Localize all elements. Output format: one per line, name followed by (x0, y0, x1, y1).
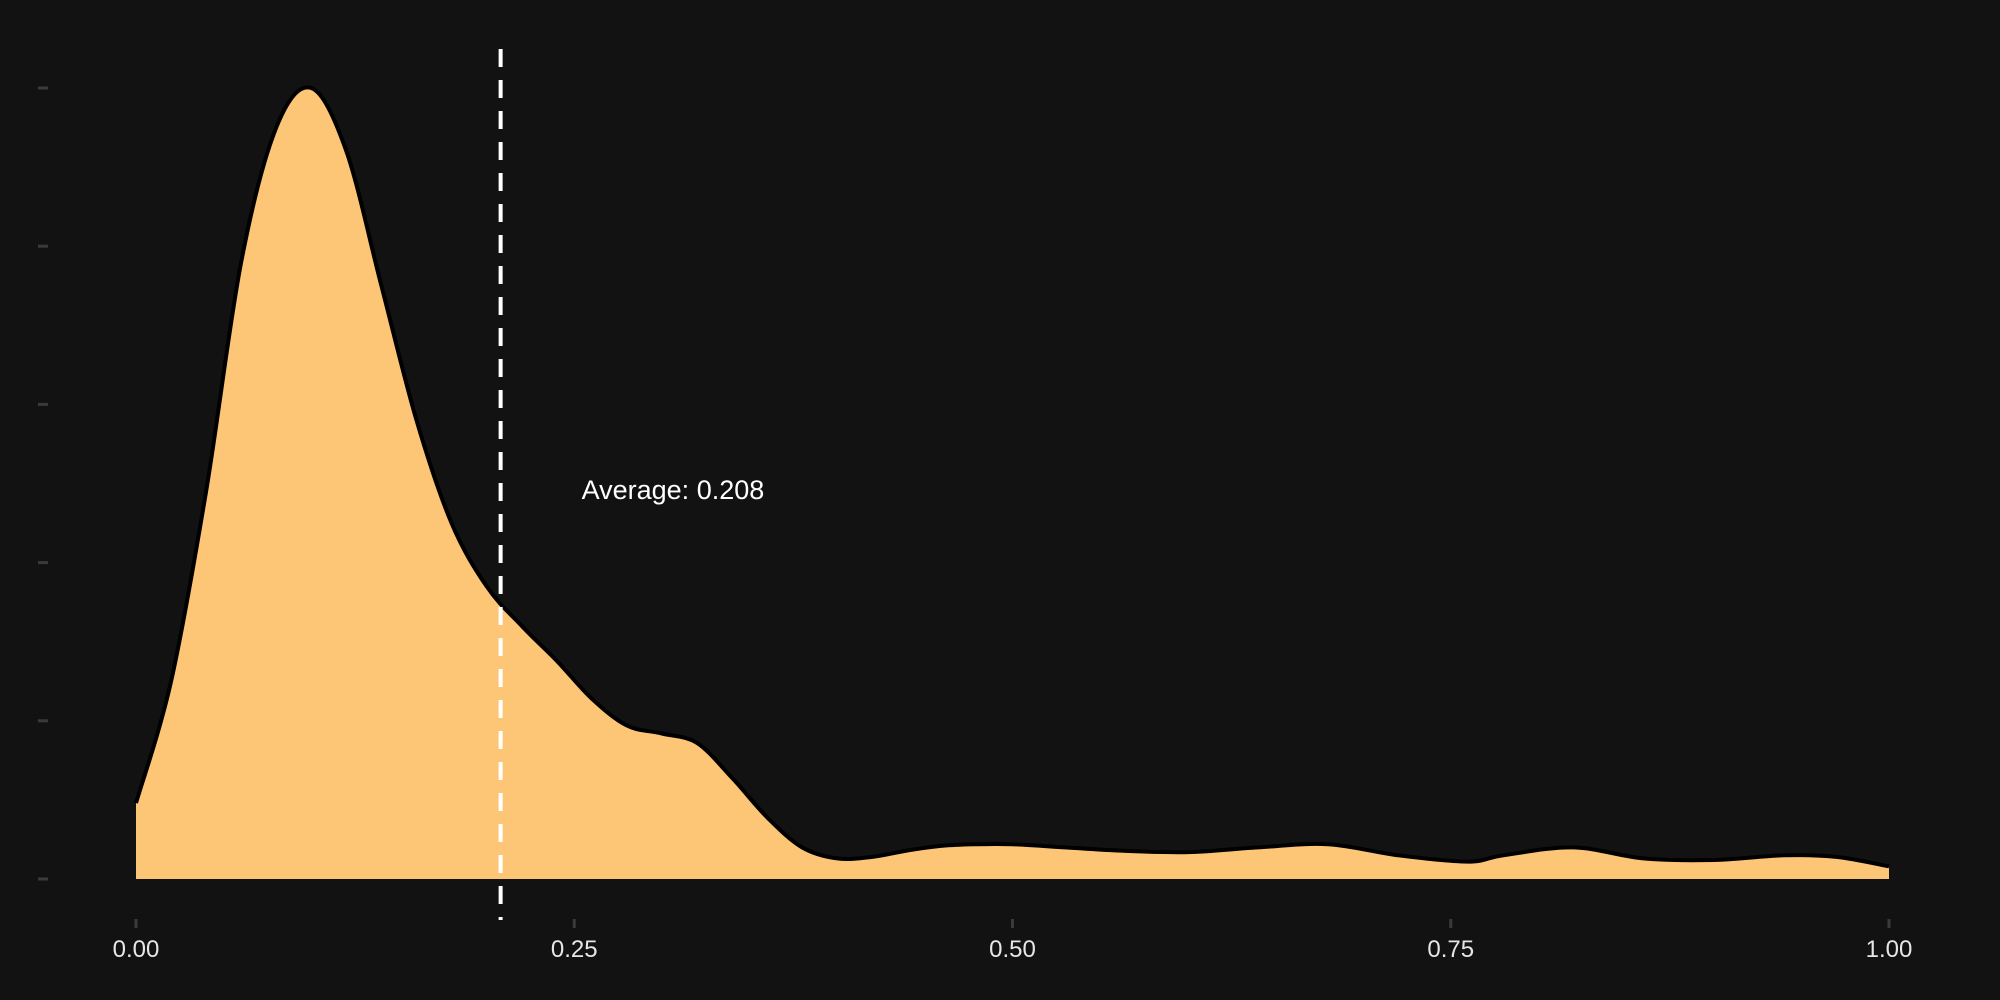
x-axis-ticks: 0.00 0.25 0.50 0.75 1.00 (113, 919, 1913, 963)
x-tick-label: 0.00 (113, 936, 160, 963)
x-tick-label: 0.25 (551, 936, 598, 963)
y-axis-ticks (38, 86, 48, 881)
x-tick-label: 1.00 (1866, 936, 1913, 963)
x-tick-label: 0.50 (989, 936, 1036, 963)
x-tick-label: 0.75 (1427, 936, 1474, 963)
mean-annotation: Average: 0.208 (582, 475, 765, 505)
density-curve (134, 85, 1890, 869)
